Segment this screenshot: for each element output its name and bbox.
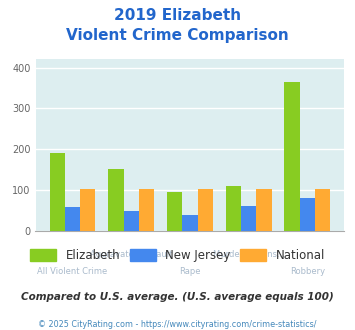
Text: 2019 Elizabeth: 2019 Elizabeth xyxy=(114,8,241,23)
Bar xyxy=(241,206,256,231)
Bar xyxy=(167,192,182,231)
Bar xyxy=(65,207,80,231)
Bar xyxy=(108,169,124,231)
Text: © 2025 CityRating.com - https://www.cityrating.com/crime-statistics/: © 2025 CityRating.com - https://www.city… xyxy=(38,320,317,329)
Bar xyxy=(182,214,198,231)
Text: Rape: Rape xyxy=(179,267,201,276)
Text: Compared to U.S. average. (U.S. average equals 100): Compared to U.S. average. (U.S. average … xyxy=(21,292,334,302)
Legend: Elizabeth, New Jersey, National: Elizabeth, New Jersey, National xyxy=(26,244,329,266)
Bar xyxy=(315,189,330,231)
Text: All Violent Crime: All Violent Crime xyxy=(37,267,108,276)
Bar xyxy=(226,186,241,231)
Text: Robbery: Robbery xyxy=(290,267,325,276)
Bar xyxy=(124,211,139,231)
Text: Violent Crime Comparison: Violent Crime Comparison xyxy=(66,28,289,43)
Text: Aggravated Assault: Aggravated Assault xyxy=(90,250,173,259)
Bar xyxy=(80,189,95,231)
Text: Murder & Mans...: Murder & Mans... xyxy=(213,250,285,259)
Bar xyxy=(256,189,272,231)
Bar xyxy=(50,153,65,231)
Bar xyxy=(300,198,315,231)
Bar xyxy=(198,189,213,231)
Bar xyxy=(284,82,300,231)
Bar xyxy=(139,189,154,231)
